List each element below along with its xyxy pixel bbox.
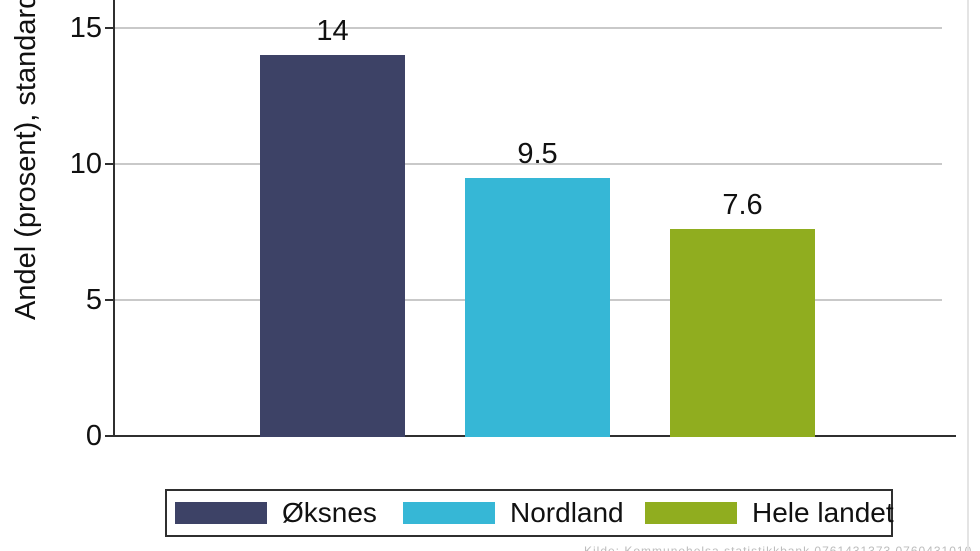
legend-label: Hele landet bbox=[752, 497, 894, 528]
legend-swatch bbox=[645, 502, 737, 524]
bar bbox=[465, 177, 610, 437]
y-tick-mark bbox=[105, 163, 114, 165]
bar-value-label: 9.5 bbox=[517, 137, 558, 170]
legend-swatch bbox=[175, 502, 267, 524]
legend-label: Nordland bbox=[510, 497, 624, 528]
bar bbox=[670, 229, 815, 437]
legend-entry: Hele landet bbox=[645, 491, 894, 535]
page-edge-line bbox=[967, 0, 969, 551]
y-tick-mark bbox=[105, 435, 114, 437]
y-axis-line bbox=[113, 0, 115, 437]
bar-value-label: 14 bbox=[316, 15, 349, 48]
y-tick-mark bbox=[105, 27, 114, 29]
y-tick-mark bbox=[105, 299, 114, 301]
legend-entry: Nordland bbox=[403, 491, 624, 535]
gridline bbox=[115, 27, 942, 29]
gridline bbox=[115, 163, 942, 165]
legend-entry: Øksnes bbox=[175, 491, 377, 535]
legend-label: Øksnes bbox=[282, 497, 377, 528]
bar-value-label: 7.6 bbox=[722, 189, 763, 222]
legend-swatch bbox=[403, 502, 495, 524]
y-tick-label: 0 bbox=[85, 420, 102, 452]
bar bbox=[260, 55, 405, 437]
y-tick-label: 15 bbox=[69, 12, 102, 44]
watermark-text: Kilde: Kommunehelsa statistikkbank 07614… bbox=[584, 544, 973, 551]
legend: Øksnes Nordland Hele landet bbox=[165, 489, 894, 537]
y-tick-label: 10 bbox=[69, 148, 102, 180]
y-tick-label: 5 bbox=[85, 284, 102, 316]
